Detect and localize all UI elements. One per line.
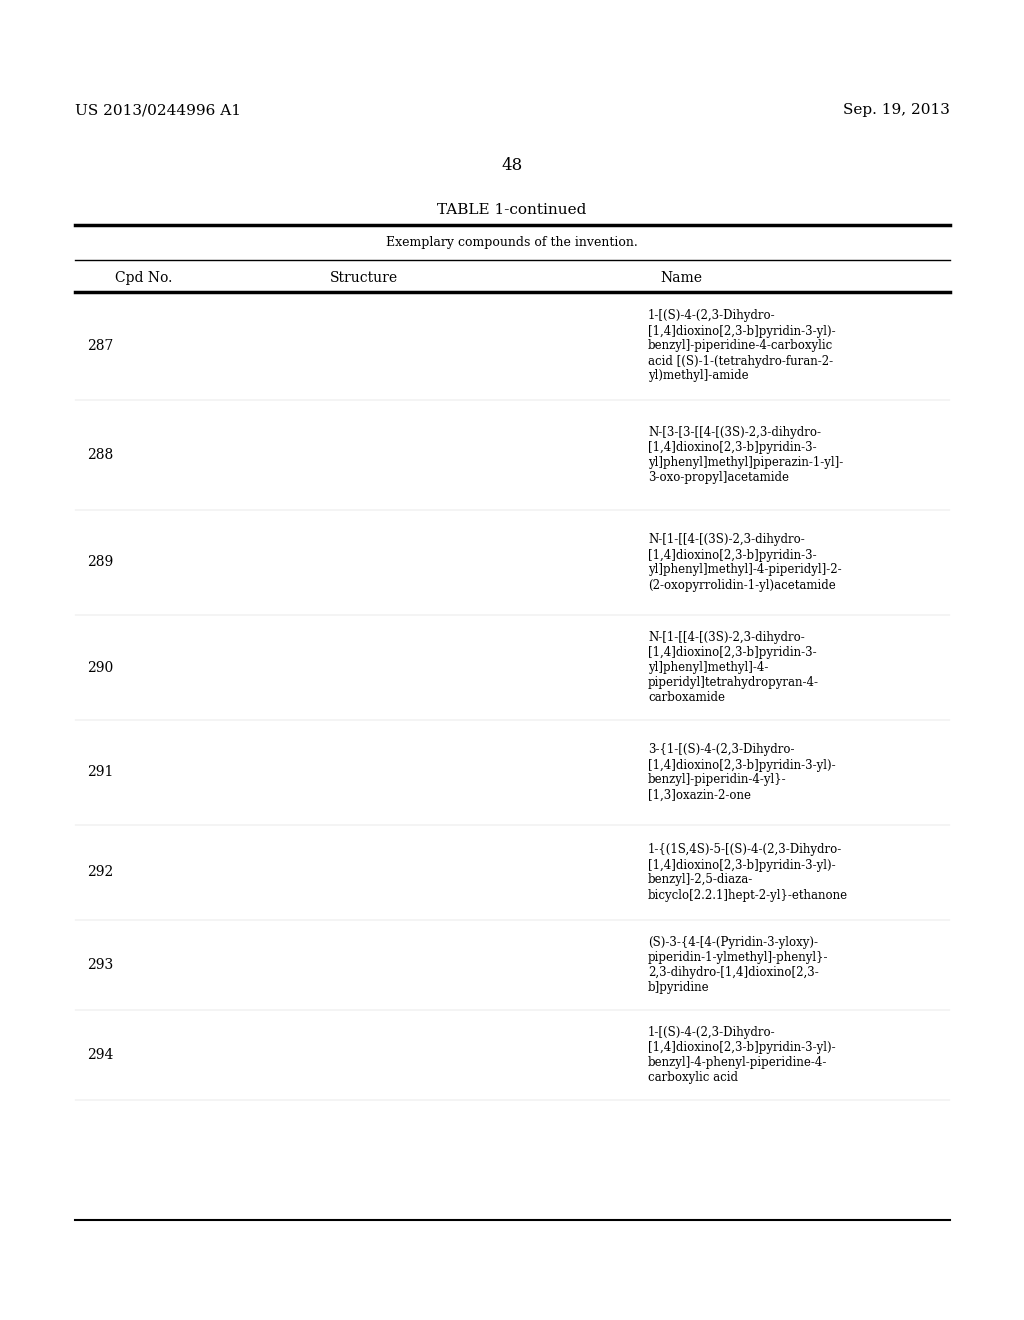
Text: benzyl]-2,5-diaza-: benzyl]-2,5-diaza- — [648, 874, 754, 887]
Text: Cpd No.: Cpd No. — [115, 271, 172, 285]
Text: N-[1-[[4-[(3S)-2,3-dihydro-: N-[1-[[4-[(3S)-2,3-dihydro- — [648, 533, 805, 546]
Text: piperidin-1-ylmethyl]-phenyl}-: piperidin-1-ylmethyl]-phenyl}- — [648, 950, 828, 964]
Text: benzyl]-piperidine-4-carboxylic: benzyl]-piperidine-4-carboxylic — [648, 339, 834, 352]
Text: 288: 288 — [87, 447, 113, 462]
Text: N-[1-[[4-[(3S)-2,3-dihydro-: N-[1-[[4-[(3S)-2,3-dihydro- — [648, 631, 805, 644]
Text: benzyl]-4-phenyl-piperidine-4-: benzyl]-4-phenyl-piperidine-4- — [648, 1056, 827, 1069]
Text: TABLE 1-continued: TABLE 1-continued — [437, 203, 587, 216]
Text: b]pyridine: b]pyridine — [648, 981, 710, 994]
Text: (2-oxopyrrolidin-1-yl)acetamide: (2-oxopyrrolidin-1-yl)acetamide — [648, 578, 836, 591]
Text: yl)methyl]-amide: yl)methyl]-amide — [648, 370, 749, 383]
Text: Structure: Structure — [330, 271, 398, 285]
Text: 287: 287 — [87, 339, 114, 352]
Text: 291: 291 — [87, 766, 114, 780]
Text: [1,4]dioxino[2,3-b]pyridin-3-yl)-: [1,4]dioxino[2,3-b]pyridin-3-yl)- — [648, 858, 836, 871]
Text: 1-[(S)-4-(2,3-Dihydro-: 1-[(S)-4-(2,3-Dihydro- — [648, 309, 775, 322]
Text: US 2013/0244996 A1: US 2013/0244996 A1 — [75, 103, 241, 117]
Text: [1,4]dioxino[2,3-b]pyridin-3-yl)-: [1,4]dioxino[2,3-b]pyridin-3-yl)- — [648, 325, 836, 338]
Text: yl]phenyl]methyl]-4-piperidyl]-2-: yl]phenyl]methyl]-4-piperidyl]-2- — [648, 564, 842, 577]
Text: 1-[(S)-4-(2,3-Dihydro-: 1-[(S)-4-(2,3-Dihydro- — [648, 1026, 775, 1039]
Text: carboxylic acid: carboxylic acid — [648, 1071, 738, 1084]
Text: 293: 293 — [87, 958, 113, 972]
Text: bicyclo[2.2.1]hept-2-yl}-ethanone: bicyclo[2.2.1]hept-2-yl}-ethanone — [648, 888, 848, 902]
Text: carboxamide: carboxamide — [648, 690, 725, 704]
Text: 289: 289 — [87, 556, 113, 569]
Text: yl]phenyl]methyl]-4-: yl]phenyl]methyl]-4- — [648, 661, 768, 675]
Text: N-[3-[3-[[4-[(3S)-2,3-dihydro-: N-[3-[3-[[4-[(3S)-2,3-dihydro- — [648, 426, 821, 440]
Text: [1,4]dioxino[2,3-b]pyridin-3-yl)-: [1,4]dioxino[2,3-b]pyridin-3-yl)- — [648, 1041, 836, 1053]
Text: 292: 292 — [87, 866, 113, 879]
Text: yl]phenyl]methyl]piperazin-1-yl]-: yl]phenyl]methyl]piperazin-1-yl]- — [648, 455, 843, 469]
Text: [1,3]oxazin-2-one: [1,3]oxazin-2-one — [648, 788, 751, 801]
Text: 3-{1-[(S)-4-(2,3-Dihydro-: 3-{1-[(S)-4-(2,3-Dihydro- — [648, 743, 795, 756]
Text: acid [(S)-1-(tetrahydro-furan-2-: acid [(S)-1-(tetrahydro-furan-2- — [648, 355, 834, 367]
Text: 294: 294 — [87, 1048, 114, 1063]
Text: piperidyl]tetrahydropyran-4-: piperidyl]tetrahydropyran-4- — [648, 676, 819, 689]
Text: 48: 48 — [502, 157, 522, 173]
Text: [1,4]dioxino[2,3-b]pyridin-3-: [1,4]dioxino[2,3-b]pyridin-3- — [648, 441, 816, 454]
Text: 2,3-dihydro-[1,4]dioxino[2,3-: 2,3-dihydro-[1,4]dioxino[2,3- — [648, 966, 819, 979]
Text: 1-{(1S,4S)-5-[(S)-4-(2,3-Dihydro-: 1-{(1S,4S)-5-[(S)-4-(2,3-Dihydro- — [648, 843, 843, 857]
Text: (S)-3-{4-[4-(Pyridin-3-yloxy)-: (S)-3-{4-[4-(Pyridin-3-yloxy)- — [648, 936, 818, 949]
Text: Sep. 19, 2013: Sep. 19, 2013 — [843, 103, 950, 117]
Text: Exemplary compounds of the invention.: Exemplary compounds of the invention. — [386, 236, 638, 249]
Text: [1,4]dioxino[2,3-b]pyridin-3-yl)-: [1,4]dioxino[2,3-b]pyridin-3-yl)- — [648, 759, 836, 771]
Text: Name: Name — [660, 271, 702, 285]
Text: 290: 290 — [87, 660, 113, 675]
Text: 3-oxo-propyl]acetamide: 3-oxo-propyl]acetamide — [648, 471, 790, 484]
Text: [1,4]dioxino[2,3-b]pyridin-3-: [1,4]dioxino[2,3-b]pyridin-3- — [648, 549, 816, 561]
Text: [1,4]dioxino[2,3-b]pyridin-3-: [1,4]dioxino[2,3-b]pyridin-3- — [648, 645, 816, 659]
Text: benzyl]-piperidin-4-yl}-: benzyl]-piperidin-4-yl}- — [648, 774, 786, 787]
